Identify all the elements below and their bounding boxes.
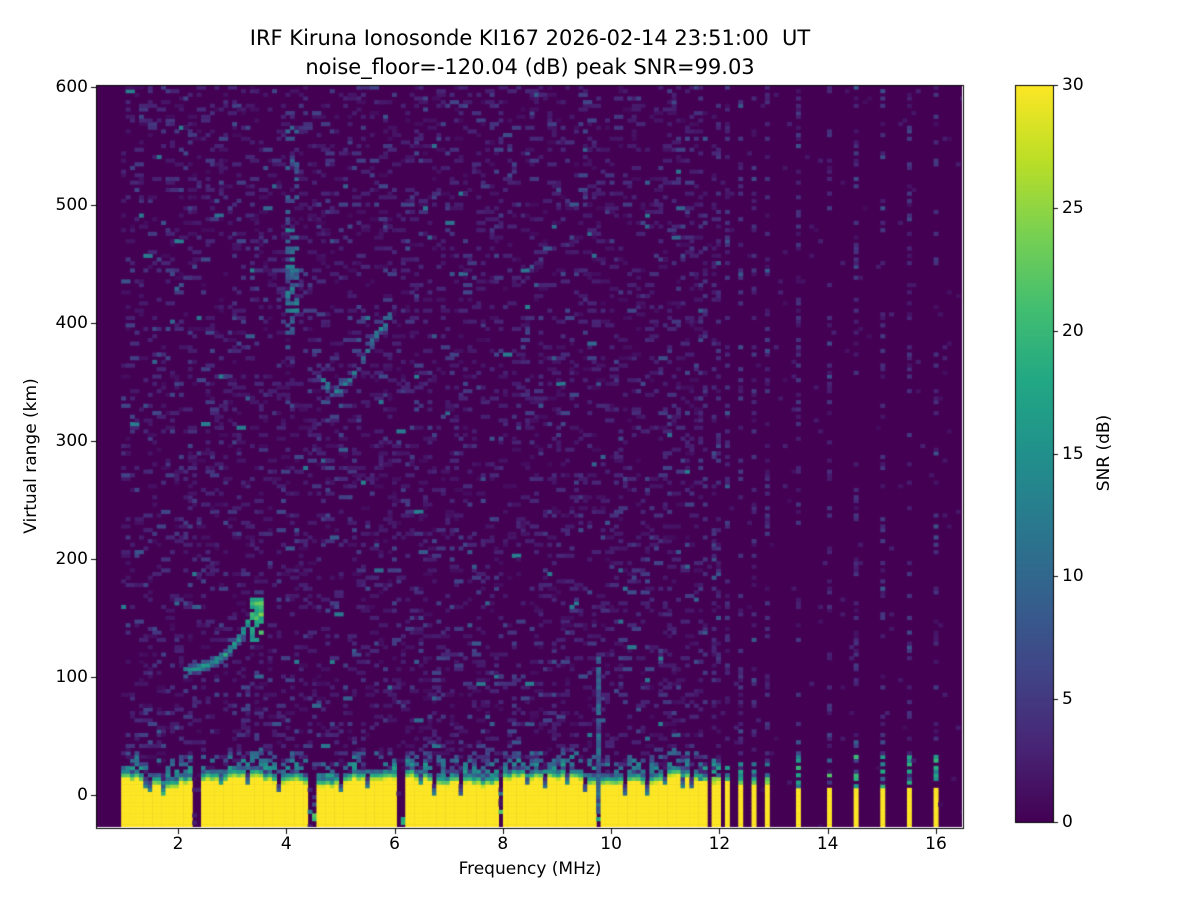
- x-tick-label: 14: [816, 834, 839, 854]
- y-tick-label: 100: [55, 667, 88, 687]
- y-axis-label: Virtual range (km): [21, 378, 41, 534]
- x-tick-label: 16: [925, 834, 947, 854]
- colorbar-tick-label: 10: [1062, 566, 1084, 587]
- y-tick-label: 400: [55, 313, 88, 333]
- x-tick-label: 6: [389, 834, 400, 854]
- colorbar-tick-label: 25: [1062, 197, 1084, 218]
- colorbar-label: SNR (dB): [1094, 414, 1114, 492]
- x-tick-label: 12: [708, 834, 731, 854]
- colorbar-tick-label: 15: [1062, 443, 1084, 464]
- x-tick-label: 10: [600, 834, 622, 854]
- y-tick-label: 200: [55, 549, 88, 569]
- x-axis-label: Frequency (MHz): [458, 859, 602, 879]
- y-tick-label: 0: [77, 785, 88, 805]
- y-tick-label: 300: [55, 431, 88, 451]
- x-tick-label: 8: [497, 834, 509, 854]
- x-tick-label: 4: [280, 834, 292, 854]
- colorbar-tick-label: 20: [1062, 320, 1084, 341]
- colorbar-tick-label: 0: [1062, 812, 1073, 832]
- x-tick-label: 2: [172, 834, 184, 854]
- colorbar-tick-label: 30: [1062, 75, 1084, 95]
- plot-title: IRF Kiruna Ionosonde KI167 2026-02-14 23…: [249, 26, 811, 50]
- plot-subtitle: noise_floor=-120.04 (dB) peak SNR=99.03: [305, 55, 755, 79]
- y-tick-label: 500: [55, 195, 88, 215]
- y-tick-label: 600: [55, 77, 88, 97]
- colorbar-tick-label: 5: [1062, 689, 1073, 710]
